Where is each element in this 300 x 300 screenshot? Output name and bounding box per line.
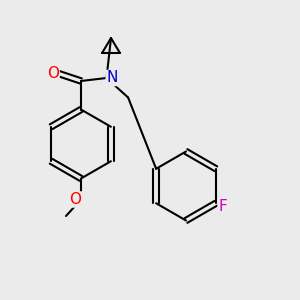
Text: O: O xyxy=(47,66,59,81)
Text: F: F xyxy=(218,199,227,214)
Text: N: N xyxy=(106,70,118,86)
Text: O: O xyxy=(70,192,82,207)
